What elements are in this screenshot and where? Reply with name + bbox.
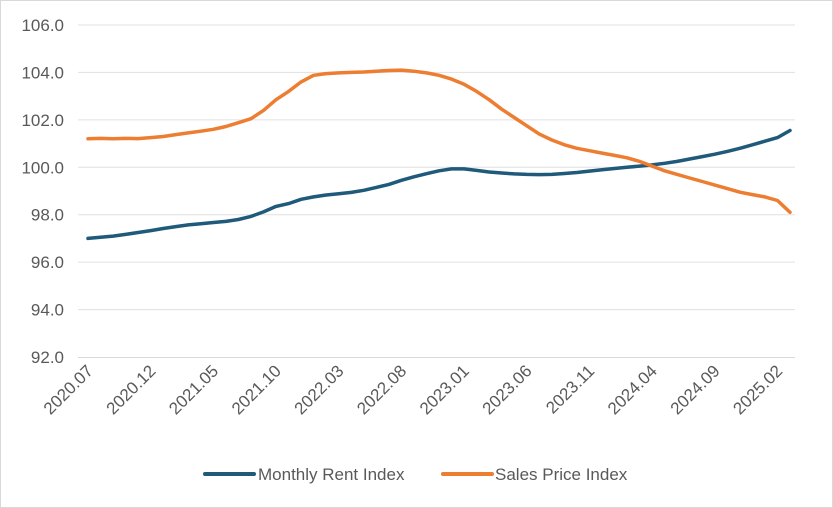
x-axis-ticks: 2020.07 2020.12 2021.05 2021.10 2022.03 2022.… [40, 361, 786, 418]
y-tick-label: 96.0 [31, 253, 64, 272]
y-tick-label: 100.0 [21, 158, 64, 177]
series-line-rent [86, 128, 792, 241]
series-line-sales [86, 68, 792, 215]
y-tick-label: 102.0 [21, 111, 64, 130]
y-tick-label: 92.0 [31, 348, 64, 367]
legend: Monthly Rent Index Sales Price Index [203, 465, 628, 484]
x-tick-label: 2023.06 [479, 361, 536, 418]
y-tick-label: 106.0 [21, 16, 64, 35]
x-tick-label: 2020.12 [103, 361, 160, 418]
y-tick-label: 98.0 [31, 206, 64, 225]
x-tick-label: 2023.01 [416, 361, 473, 418]
x-tick-label: 2024.04 [604, 361, 661, 418]
y-tick-label: 104.0 [21, 63, 64, 82]
series-group [86, 68, 792, 241]
x-tick-label: 2022.03 [291, 361, 348, 418]
gridlines [78, 24, 795, 311]
x-tick-label: 2021.05 [165, 361, 222, 418]
x-tick-label: 2022.08 [353, 361, 410, 418]
x-tick-label: 2020.07 [40, 361, 97, 418]
y-axis-ticks: 92.0 94.0 96.0 98.0 100.0 102.0 104.0 106.0 [21, 16, 64, 367]
legend-item-sales: Sales Price Index [441, 465, 628, 484]
x-tick-label: 2024.09 [667, 361, 724, 418]
legend-label-sales: Sales Price Index [495, 465, 628, 484]
x-tick-label: 2025.02 [729, 361, 786, 418]
legend-label-rent: Monthly Rent Index [258, 465, 405, 484]
legend-item-rent: Monthly Rent Index [203, 465, 405, 484]
x-tick-label: 2021.10 [228, 361, 285, 418]
x-tick-label: 2023.11 [542, 361, 598, 417]
y-tick-label: 94.0 [31, 301, 64, 320]
